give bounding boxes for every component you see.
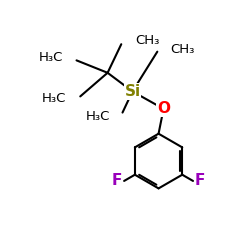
Text: H₃C: H₃C xyxy=(86,110,110,123)
Text: Si: Si xyxy=(124,84,140,99)
Text: O: O xyxy=(157,101,170,116)
Text: CH₃: CH₃ xyxy=(170,43,194,56)
Text: H₃C: H₃C xyxy=(42,92,66,106)
Text: F: F xyxy=(112,174,122,188)
Text: CH₃: CH₃ xyxy=(135,34,159,47)
Text: H₃C: H₃C xyxy=(38,52,63,64)
Text: F: F xyxy=(195,174,205,188)
